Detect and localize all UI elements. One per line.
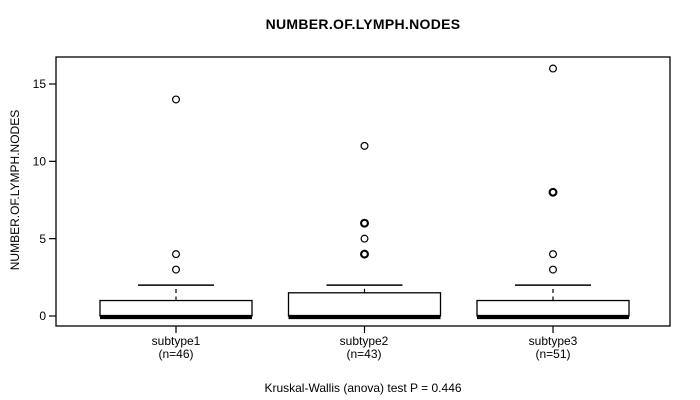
group-n: (n=43) <box>346 347 382 361</box>
boxplot-group-subtype1 <box>99 95 253 333</box>
boxplot-group-subtype2 <box>287 141 442 333</box>
y-tick-label: 5 <box>39 232 46 246</box>
y-tick-label: 0 <box>39 309 46 323</box>
group-name: subtype2 <box>339 334 389 348</box>
y-tick-label: 15 <box>33 77 47 91</box>
box <box>287 292 442 317</box>
outlier-point <box>172 250 181 259</box>
outlier-point <box>548 265 557 274</box>
group-n: (n=51) <box>535 347 571 361</box>
outlier-point <box>360 249 369 259</box>
outlier-point <box>360 141 369 150</box>
x-tick-label-subtype1: subtype1 (n=46) <box>106 335 246 361</box>
plot-frame <box>55 56 671 327</box>
outlier-point <box>172 95 181 104</box>
stat-test-caption: Kruskal-Wallis (anova) test P = 0.446 <box>264 381 462 395</box>
group-n: (n=46) <box>158 347 194 361</box>
outlier-point <box>360 218 369 228</box>
group-name: subtype3 <box>528 334 578 348</box>
outlier-point <box>548 187 558 197</box>
chart-title: NUMBER.OF.LYMPH.NODES <box>265 16 461 32</box>
outlier-point <box>172 265 181 274</box>
y-tick-label: 10 <box>33 155 47 169</box>
x-tick-label-subtype2: subtype2 (n=43) <box>294 335 434 361</box>
box <box>99 299 253 317</box>
box <box>476 299 630 317</box>
outlier-point <box>548 64 557 73</box>
outlier-point <box>360 234 369 243</box>
x-tick-label-subtype3: subtype3 (n=51) <box>483 335 623 361</box>
boxplot-group-subtype3 <box>476 64 630 333</box>
outlier-point <box>548 250 557 259</box>
group-name: subtype1 <box>151 334 201 348</box>
